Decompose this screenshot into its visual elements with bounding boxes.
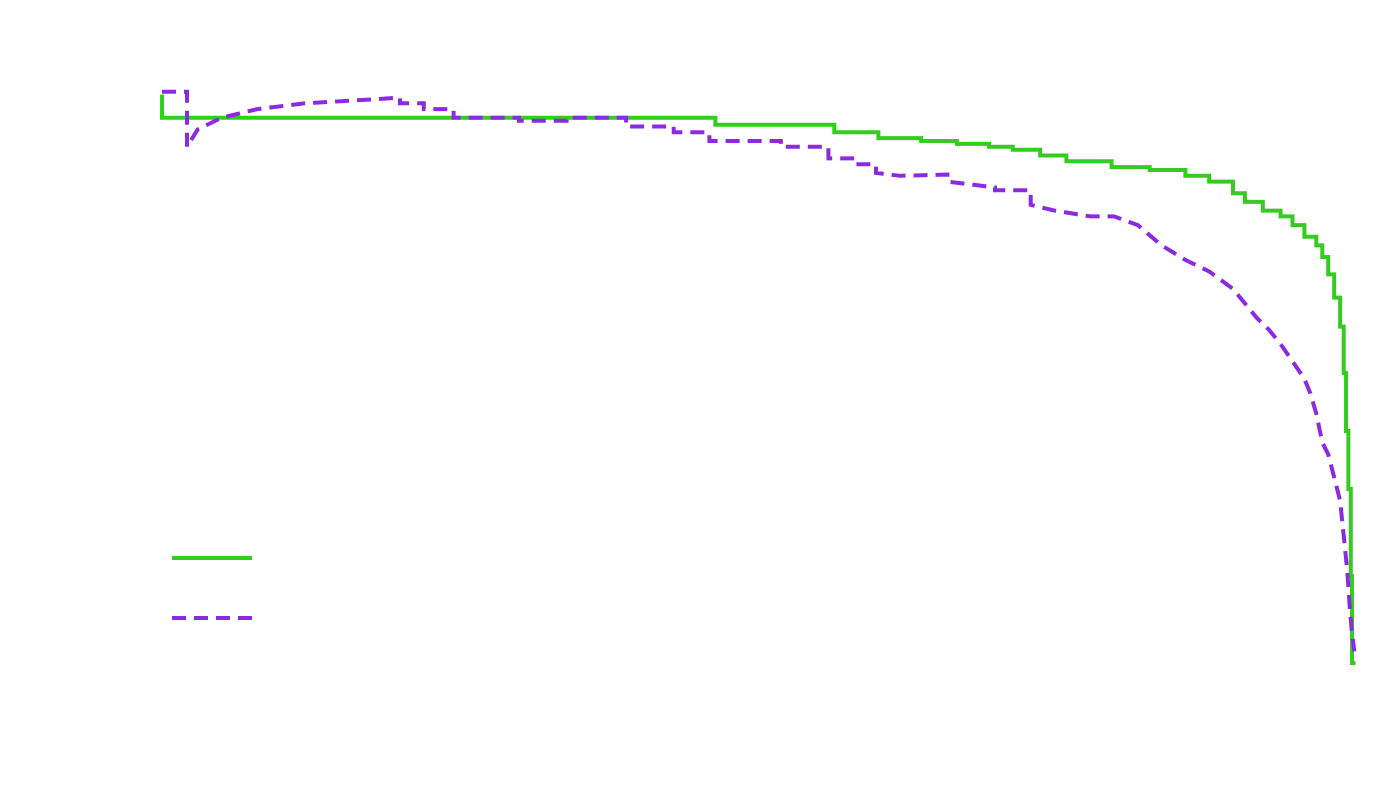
legend [172,556,252,620]
plot-area [160,89,1357,665]
series-line-2 [162,89,1357,652]
series-line-1 [160,94,1356,665]
